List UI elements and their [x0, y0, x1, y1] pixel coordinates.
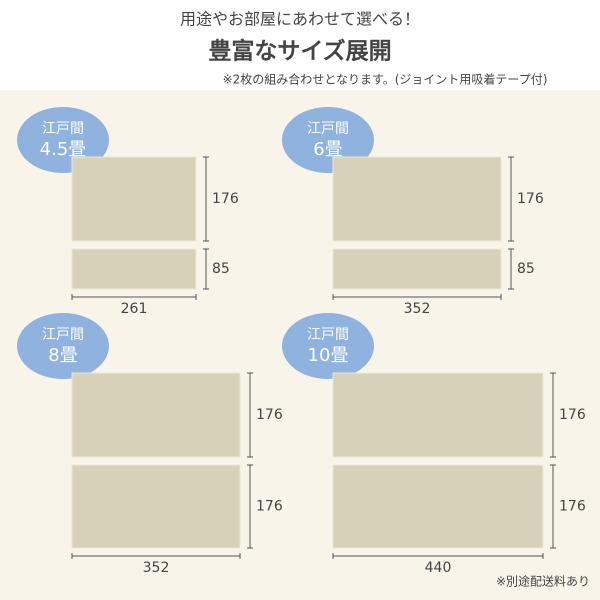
- mat-piece: [332, 372, 544, 458]
- mat-piece: [71, 248, 197, 290]
- title: 豊富なサイズ展開: [208, 38, 391, 65]
- note: ※2枚の組み合わせとなります。(ジョイント用吸着テープ付): [223, 72, 548, 87]
- piece-length: 176: [256, 407, 283, 423]
- mat-piece: [332, 156, 502, 242]
- badge-size: 6畳: [313, 139, 342, 160]
- piece-length: 176: [559, 407, 586, 423]
- piece-length: 176: [517, 191, 544, 207]
- mat-piece: [71, 464, 241, 549]
- piece-length: 176: [559, 499, 586, 515]
- size-badge: [282, 313, 374, 379]
- badge-size: 8畳: [48, 345, 77, 366]
- badge-label: 江戸間: [307, 121, 349, 137]
- mat-piece: [71, 156, 197, 242]
- subtitle: 用途やお部屋にあわせて選べる！: [180, 10, 420, 29]
- badge-size: 4.5畳: [40, 139, 87, 160]
- piece-length: 176: [256, 499, 283, 515]
- footer-note: ※別途配送料あり: [496, 574, 590, 589]
- badge-label: 江戸間: [307, 327, 349, 343]
- badge-label: 江戸間: [42, 121, 84, 137]
- piece-length: 85: [517, 261, 535, 277]
- mat-piece: [332, 464, 544, 549]
- badge-size: 10畳: [308, 345, 349, 366]
- piece-length: 85: [212, 261, 230, 277]
- mat-piece: [71, 372, 241, 458]
- badge-label: 江戸間: [42, 327, 84, 343]
- size-badge: [17, 313, 109, 379]
- piece-length: 176: [212, 191, 239, 207]
- mat-piece: [332, 248, 502, 290]
- mat-width: 440: [425, 560, 452, 576]
- mat-width: 352: [143, 560, 170, 576]
- mat-width: 352: [404, 301, 431, 317]
- mat-width: 261: [121, 301, 148, 317]
